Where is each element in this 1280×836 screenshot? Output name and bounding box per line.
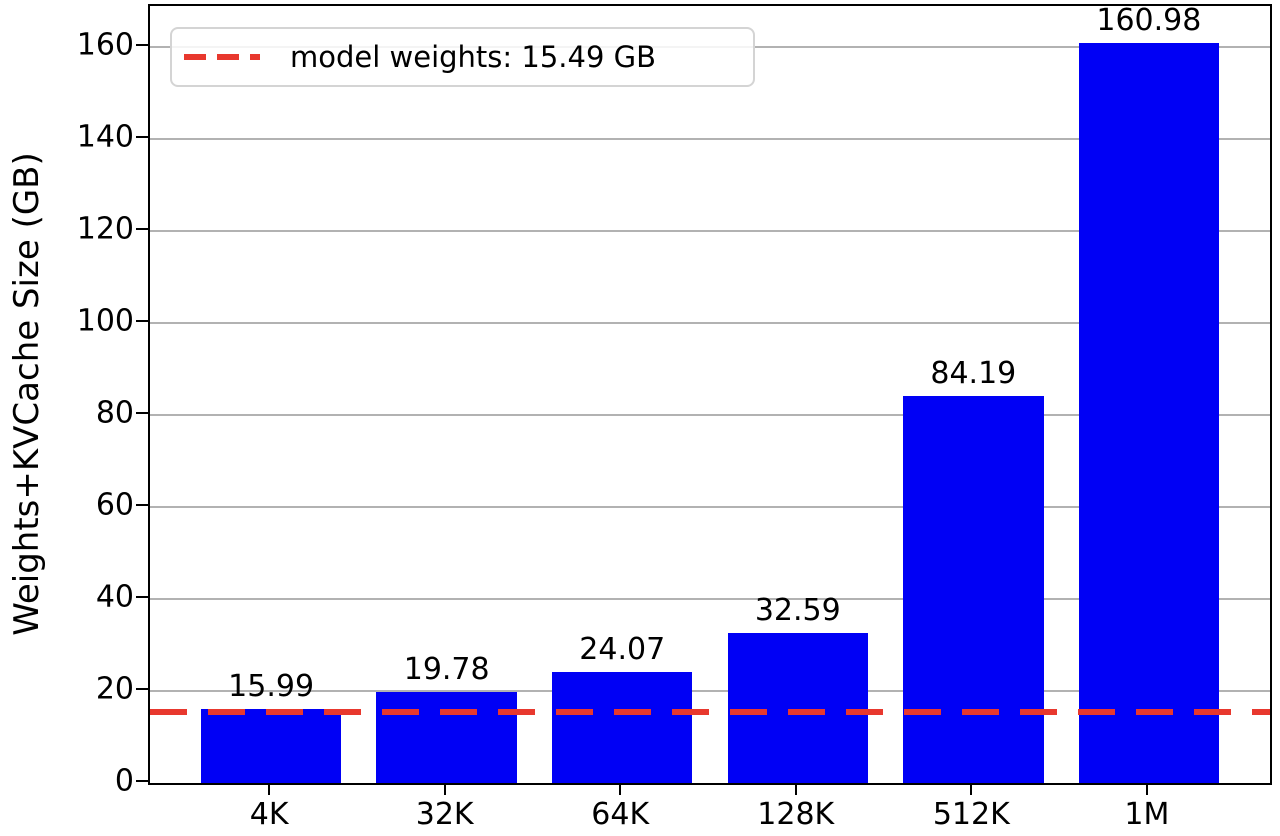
gridline: [150, 414, 1270, 417]
bar-value-label: 24.07: [579, 632, 666, 668]
gridline: [150, 690, 1270, 693]
threshold-line: [150, 708, 1270, 715]
bar-value-label: 15.99: [228, 669, 315, 705]
legend: model weights: 15.49 GB: [170, 27, 755, 87]
x-tick-label: 128K: [757, 797, 835, 832]
y-tick-label: 40: [95, 579, 134, 615]
y-tick-mark: [136, 780, 148, 782]
y-tick-mark: [136, 228, 148, 231]
y-tick-mark: [136, 44, 148, 47]
y-tick-mark: [136, 688, 148, 691]
bar-128K: [727, 633, 868, 783]
y-tick-label: 120: [76, 211, 134, 247]
y-tick-label: 160: [76, 27, 134, 63]
x-tick-label: 4K: [249, 797, 289, 832]
bar-64K: [552, 672, 693, 783]
bar-4K: [200, 709, 342, 783]
gridline: [150, 138, 1270, 141]
y-tick-label: 0: [114, 763, 134, 799]
plot-area: 15.99 19.78 24.07 32.59 84.19 160.98 model we…: [148, 2, 1272, 785]
gridline: [150, 506, 1270, 509]
x-tick-mark: [1145, 783, 1148, 795]
x-tick-mark: [619, 783, 622, 795]
y-tick-label: 20: [95, 671, 134, 707]
x-tick-mark: [970, 783, 973, 795]
y-tick-mark: [136, 412, 148, 415]
x-tick-label: 32K: [415, 797, 474, 832]
y-tick-label: 60: [95, 487, 134, 523]
x-tick-label: 1M: [1124, 797, 1170, 832]
bar-32K: [376, 692, 517, 783]
y-tick-mark: [136, 504, 148, 507]
y-tick-label: 80: [95, 395, 134, 431]
y-tick-mark: [136, 596, 148, 599]
bar-value-label: 32.59: [754, 593, 841, 629]
y-tick-mark: [136, 136, 148, 139]
x-tick-mark: [268, 783, 271, 795]
bar-512K: [903, 395, 1044, 783]
x-tick-label: 512K: [932, 797, 1010, 832]
bar-1M: [1078, 42, 1220, 783]
bar-value-label: 160.98: [1096, 2, 1202, 38]
bar-value-label: 84.19: [930, 355, 1017, 391]
x-tick-mark: [443, 783, 446, 795]
gridline: [150, 322, 1270, 325]
legend-label: model weights: 15.49 GB: [290, 40, 656, 74]
gridline: [150, 230, 1270, 233]
x-tick-label: 64K: [591, 797, 650, 832]
gridline: [150, 598, 1270, 601]
y-tick-mark: [136, 320, 148, 323]
y-tick-label: 140: [76, 119, 134, 155]
x-tick-mark: [794, 783, 797, 795]
dashed-line-sample-icon: [184, 54, 260, 60]
y-tick-label: 100: [76, 303, 134, 339]
bar-value-label: 19.78: [403, 652, 490, 688]
